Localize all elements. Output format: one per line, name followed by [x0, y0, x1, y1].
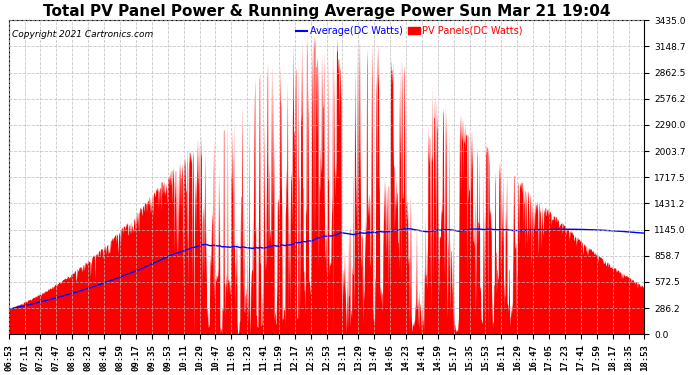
Legend: Average(DC Watts), PV Panels(DC Watts): Average(DC Watts), PV Panels(DC Watts) — [292, 22, 527, 40]
Title: Total PV Panel Power & Running Average Power Sun Mar 21 19:04: Total PV Panel Power & Running Average P… — [43, 4, 611, 19]
Text: Copyright 2021 Cartronics.com: Copyright 2021 Cartronics.com — [12, 30, 153, 39]
